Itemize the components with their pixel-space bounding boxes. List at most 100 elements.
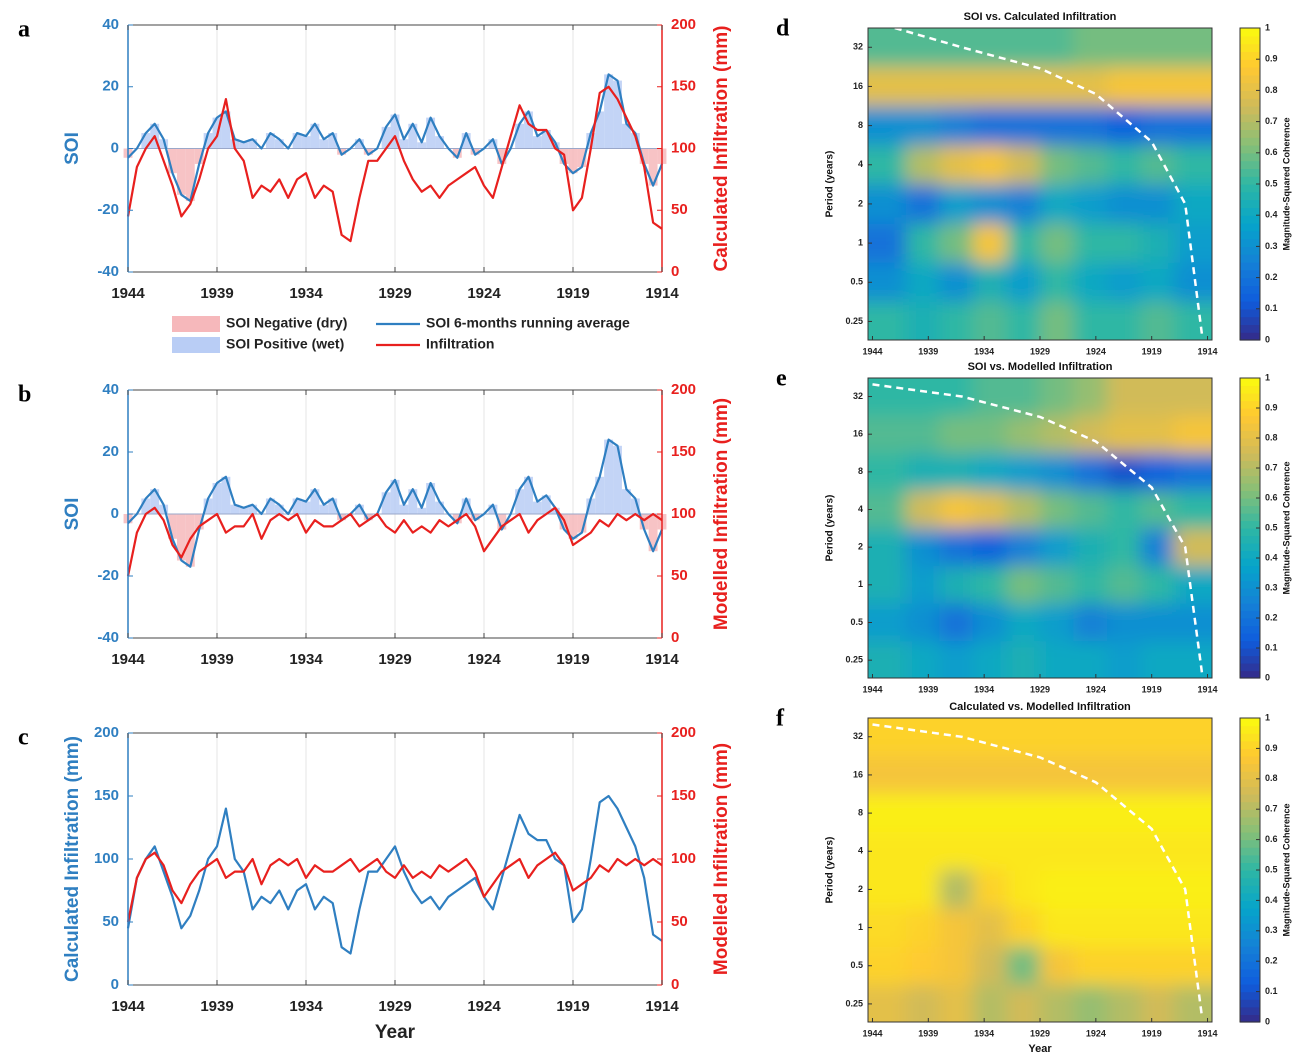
soi-fill bbox=[354, 139, 364, 149]
colorbar-tick-label: 0.1 bbox=[1265, 642, 1278, 652]
y-axis-label: Period (years) bbox=[825, 495, 836, 562]
soi-fill bbox=[185, 148, 195, 201]
y-axis-label: SOI bbox=[62, 132, 83, 165]
colorbar-band bbox=[1240, 740, 1260, 749]
heatmap-cell bbox=[1040, 453, 1075, 492]
x-tick-label: 1924 bbox=[467, 998, 501, 1015]
heatmap-cell bbox=[1140, 66, 1175, 107]
heatmap-cell bbox=[939, 223, 974, 264]
colorbar-band bbox=[1240, 968, 1260, 977]
x-tick-label: 1944 bbox=[862, 1028, 882, 1038]
heatmap-cell bbox=[868, 28, 907, 68]
heatmap-cell bbox=[972, 301, 1007, 340]
y-tick-label: 40 bbox=[102, 16, 119, 33]
heatmap-cell bbox=[868, 453, 907, 492]
y-tick-label: -20 bbox=[97, 201, 119, 218]
colorbar-band bbox=[1240, 953, 1260, 962]
colorbar-band bbox=[1240, 763, 1260, 772]
x-tick-label: 1939 bbox=[200, 651, 233, 668]
x-tick-label: 1929 bbox=[1030, 346, 1050, 356]
heatmap-cell bbox=[1174, 641, 1212, 678]
colorbar-band bbox=[1240, 718, 1260, 727]
y-axis-label: Period (years) bbox=[825, 151, 836, 218]
y-tick-label: 0 bbox=[111, 505, 119, 522]
heatmap-cell bbox=[972, 946, 1007, 986]
heatmap-cell bbox=[1006, 718, 1041, 757]
heatmap-cell bbox=[1073, 28, 1108, 68]
heatmap-cell bbox=[1006, 378, 1041, 416]
colorbar-tick-label: 1 bbox=[1265, 22, 1270, 32]
heatmap-cell bbox=[1140, 378, 1175, 416]
colorbar-tick-label: 0.8 bbox=[1265, 773, 1278, 783]
colorbar-label: Magnitude-Squared Coherence bbox=[1281, 461, 1291, 594]
y-tick-label: 8 bbox=[858, 466, 863, 476]
x-tick-label: 1934 bbox=[289, 651, 323, 668]
y2-tick-label: 200 bbox=[671, 16, 696, 33]
soi-fill bbox=[239, 142, 249, 149]
colorbar-band bbox=[1240, 618, 1260, 627]
colorbar-tick-label: 0.9 bbox=[1265, 402, 1278, 412]
heatmap-cell bbox=[1040, 66, 1075, 107]
soi-fill bbox=[194, 514, 204, 530]
x-tick-label: 1919 bbox=[556, 285, 589, 302]
x-tick-label: 1944 bbox=[111, 285, 145, 302]
heatmap-cell bbox=[1107, 223, 1142, 264]
colorbar-band bbox=[1240, 51, 1260, 60]
colorbar-band bbox=[1240, 308, 1260, 318]
heatmap-cell bbox=[868, 565, 907, 605]
heatmap-cell bbox=[868, 184, 907, 225]
y-tick-label: 0 bbox=[111, 139, 119, 156]
heatmap-cell bbox=[1107, 718, 1142, 757]
colorbar-band bbox=[1240, 423, 1260, 432]
x-tick-label: 1939 bbox=[918, 684, 938, 694]
heatmap-cell bbox=[1107, 145, 1142, 185]
heatmap-cell bbox=[1040, 106, 1075, 146]
heatmap-cell bbox=[868, 490, 907, 529]
heatmap-cell bbox=[1006, 794, 1041, 833]
soi-fill bbox=[577, 514, 587, 533]
heatmap-cell bbox=[1174, 28, 1212, 68]
heatmap-cell bbox=[1006, 755, 1041, 795]
heatmap-cell bbox=[1073, 301, 1108, 340]
x-tick-label: 1924 bbox=[1086, 1028, 1106, 1038]
heatmap-cell bbox=[1174, 106, 1212, 146]
heatmap-cell bbox=[972, 223, 1007, 264]
heatmap-cell bbox=[939, 145, 974, 185]
heatmap-cell bbox=[1107, 415, 1142, 454]
y2-tick-label: 50 bbox=[671, 913, 688, 930]
soi-fill bbox=[497, 514, 507, 530]
heatmap-cell bbox=[1140, 415, 1175, 454]
heatmap-cell bbox=[1107, 28, 1142, 68]
y-tick-label: 4 bbox=[858, 846, 863, 856]
y2-tick-label: 100 bbox=[671, 850, 696, 867]
colorbar-band bbox=[1240, 900, 1260, 909]
colorbar-band bbox=[1240, 74, 1260, 84]
colorbar-band bbox=[1240, 786, 1260, 795]
y-tick-label: 4 bbox=[858, 159, 863, 169]
soi-fill bbox=[497, 148, 507, 164]
heatmap-cell bbox=[1140, 755, 1175, 795]
y2-tick-label: 0 bbox=[671, 263, 679, 280]
heatmap-cell bbox=[939, 946, 974, 986]
colorbar-band bbox=[1240, 277, 1260, 286]
heatmap-cell bbox=[1140, 984, 1175, 1022]
panel-label: e bbox=[776, 366, 787, 392]
heatmap-cell bbox=[1174, 223, 1212, 264]
colorbar-band bbox=[1240, 938, 1260, 947]
soi-fill bbox=[461, 498, 471, 514]
colorbar-band bbox=[1240, 801, 1260, 810]
soi-fill bbox=[488, 504, 498, 514]
y-tick-label: 0.25 bbox=[845, 316, 863, 326]
soi-fill bbox=[586, 498, 596, 514]
heatmap-cell bbox=[1073, 641, 1108, 678]
y-tick-label: 0.5 bbox=[850, 617, 863, 627]
heatmap-cell bbox=[1006, 184, 1041, 225]
heatmap-cell bbox=[905, 378, 940, 416]
y-tick-label: 1 bbox=[858, 579, 863, 589]
colorbar-band bbox=[1240, 877, 1260, 886]
colorbar-band bbox=[1240, 415, 1260, 424]
colorbar-band bbox=[1240, 892, 1260, 901]
colorbar-band bbox=[1240, 984, 1260, 993]
heatmap-cell bbox=[1107, 565, 1142, 605]
colorbar-band bbox=[1240, 121, 1260, 130]
